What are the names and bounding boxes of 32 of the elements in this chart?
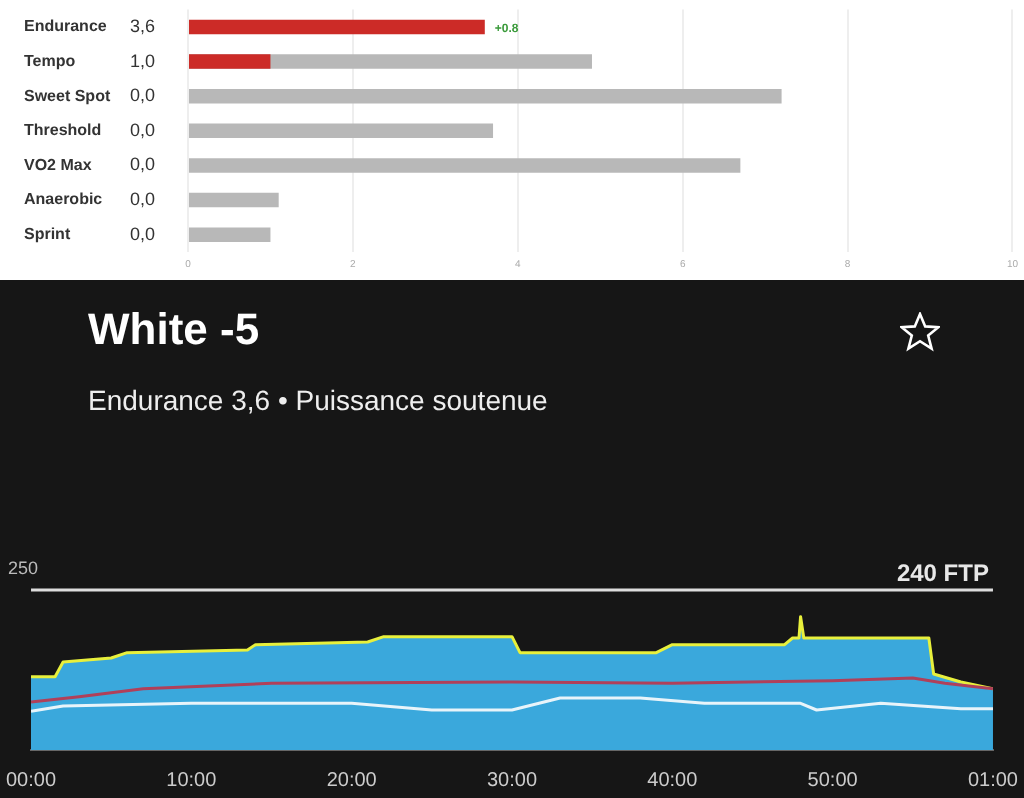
y-tick-label: VO2 Max (24, 155, 93, 174)
text: 250 (8, 557, 39, 578)
bar (189, 19, 485, 35)
bar (189, 158, 741, 173)
data-label: 0,0 (130, 189, 156, 210)
y-tick-label: Anaerobic (24, 190, 104, 209)
y-tick-label: Endurance (24, 17, 108, 36)
y-tick-label: Sprint (24, 225, 71, 244)
bar (189, 88, 782, 104)
text: 240 FTP (896, 558, 989, 587)
chart-subtitle: Endurance 3,6 • Puissance soutenue (88, 384, 548, 416)
bar (189, 54, 271, 69)
data-label: 3,6 (130, 15, 156, 36)
x-tick-label: 20:00 (326, 769, 378, 792)
x-tick-label: 40:00 (647, 769, 699, 792)
x-tick-label: 30:00 (486, 769, 538, 792)
y-tick-label: Sweet Spot (24, 86, 111, 105)
x-tick-label: 10:00 (166, 769, 218, 792)
data-label: 0,0 (130, 223, 156, 244)
data-label: 0,0 (130, 119, 156, 140)
x-tick-label: 01:00 (967, 769, 1019, 792)
data-label: 1,0 (130, 50, 156, 71)
y-tick-label: Threshold (24, 121, 102, 140)
x-tick-label: 00:00 (5, 769, 57, 792)
data-label: 0,0 (130, 85, 156, 106)
bar (189, 192, 279, 208)
y-tick-label: Tempo (24, 51, 76, 70)
chart-title: White -5 (88, 304, 260, 356)
bar (189, 227, 271, 242)
data-label: 0,0 (130, 154, 156, 175)
x-tick-label: 50:00 (807, 769, 859, 792)
bar (189, 123, 494, 139)
